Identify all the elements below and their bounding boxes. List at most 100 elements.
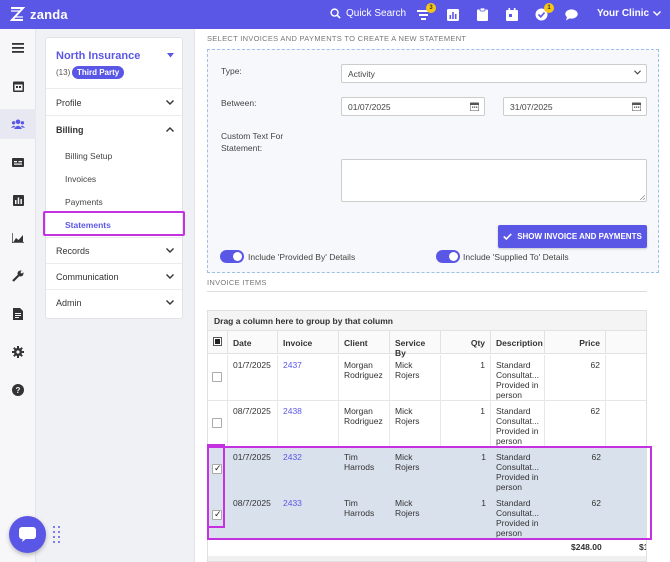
wrench-icon (12, 270, 24, 282)
calendar-icon[interactable] (632, 102, 641, 111)
cell-description: Standard Consultat... Provided in person (496, 498, 539, 538)
chevron-down-icon[interactable] (166, 274, 174, 279)
row-checkbox-checked[interactable] (212, 509, 222, 520)
column-description[interactable]: Description (491, 331, 545, 354)
calendar-icon (505, 8, 518, 21)
table-row-selected[interactable]: 08/7/2025 2433 Tim Harrods Mick Rojers 1… (208, 493, 646, 539)
menu-item-records[interactable]: Records (56, 246, 90, 256)
quick-search[interactable]: Quick Search (330, 8, 406, 19)
cell-description: Standard Consultat... Provided in person (496, 452, 539, 492)
column-qty[interactable]: Qty (441, 331, 491, 354)
chat-launcher-button[interactable] (9, 516, 46, 553)
cell-description: Standard Consultat... Provided in person (491, 401, 545, 447)
cell-date: 08/7/2025 (228, 401, 278, 447)
row-checkbox[interactable] (212, 418, 222, 428)
provided-by-label: Include 'Provided By' Details (248, 252, 356, 262)
supplied-to-toggle[interactable] (436, 250, 460, 263)
cell-invoice-link[interactable]: 2437 (278, 355, 339, 401)
insurer-type-badge: Third Party (72, 66, 125, 79)
cell-invoice-link[interactable]: 2432 (283, 452, 302, 462)
rail-calendar[interactable] (0, 71, 36, 101)
waitlist-badge: 3 (426, 3, 436, 13)
clipboard-icon (477, 8, 488, 21)
row-checkbox-checked[interactable] (212, 463, 222, 474)
calendar-button[interactable] (504, 7, 519, 22)
rail-analytics[interactable] (0, 223, 36, 253)
custom-text-label: Custom Text For Statement: (221, 131, 284, 153)
id-card-icon (12, 157, 24, 167)
column-invoice[interactable]: Invoice (278, 331, 339, 354)
price-total: $248.00 (571, 542, 602, 552)
provided-by-toggle[interactable] (220, 250, 244, 263)
cell-service-by: Mick Rojers (395, 498, 420, 518)
show-button-label: SHOW INVOICE AND PAYMENTS (517, 232, 642, 241)
cell-price: 62 (545, 355, 606, 401)
custom-text-input[interactable] (341, 159, 647, 202)
menu-item-communication[interactable]: Communication (56, 272, 119, 282)
table-row-selected[interactable]: 01/7/2025 2432 Tim Harrods Mick Rojers 1… (208, 447, 646, 493)
reports-button[interactable] (445, 7, 460, 22)
menu-item-admin[interactable]: Admin (56, 298, 82, 308)
caret-down-icon[interactable] (167, 53, 174, 58)
submenu-invoices[interactable]: Invoices (65, 174, 97, 184)
group-by-panel[interactable]: Drag a column here to group by that colu… (208, 311, 646, 331)
drag-handle[interactable] (53, 526, 61, 546)
calendar-icon (12, 81, 24, 92)
chart-icon (446, 8, 459, 21)
column-service-by[interactable]: Service By (390, 331, 441, 358)
show-invoice-payments-button[interactable]: SHOW INVOICE AND PAYMENTS (498, 225, 647, 248)
column-price[interactable]: Price (545, 331, 606, 354)
rail-cards[interactable] (0, 147, 36, 177)
rail-reports[interactable] (0, 185, 36, 215)
rail-documents[interactable] (0, 299, 36, 329)
cell-price: 62 (591, 452, 601, 462)
select-all-checkbox[interactable] (213, 337, 222, 346)
rail-tools[interactable] (0, 261, 36, 291)
chevron-up-icon[interactable] (166, 127, 174, 132)
column-date[interactable]: Date (228, 331, 278, 354)
bar-chart-icon (12, 194, 24, 206)
date-to-input[interactable]: 31/07/2025 (503, 97, 647, 116)
table-row[interactable]: 08/7/2025 2438 Morgan Rodriguez Mick Roj… (208, 401, 646, 447)
cell-service-by: Mick Rojers (390, 355, 441, 401)
cell-invoice-link[interactable]: 2433 (283, 498, 302, 508)
clipboard-button[interactable] (475, 7, 490, 22)
submenu-statements[interactable]: Statements (65, 220, 111, 230)
cell-qty: 1 (441, 401, 491, 447)
chevron-down-icon[interactable] (166, 100, 174, 105)
zanda-logo[interactable]: zanda (8, 5, 68, 23)
column-client[interactable]: Client (339, 331, 390, 354)
check-icon (503, 233, 512, 240)
waitlist-button[interactable]: 3 (416, 3, 436, 22)
top-bar: zanda Quick Search 3 1 (0, 0, 670, 29)
rail-menu[interactable] (0, 33, 36, 63)
tasks-button[interactable]: 1 (534, 3, 554, 22)
type-select[interactable]: Activity (341, 64, 647, 83)
date-from-input[interactable]: 01/07/2025 (341, 97, 485, 116)
invoice-items-title: INVOICE ITEMS (207, 278, 267, 287)
calendar-icon[interactable] (470, 102, 479, 111)
next-column-total: $1 (639, 542, 646, 552)
clinic-selector[interactable]: Your Clinic (597, 8, 662, 19)
submenu-billing-setup[interactable]: Billing Setup (65, 151, 113, 161)
insurer-name[interactable]: North Insurance (56, 50, 141, 62)
messages-button[interactable] (564, 7, 579, 22)
resize-handle-icon[interactable] (639, 194, 645, 200)
cell-client: Tim Harrods (344, 498, 375, 518)
horizontal-scrollbar[interactable] (208, 556, 646, 561)
rail-settings[interactable] (0, 337, 36, 367)
date-to-value: 31/07/2025 (510, 102, 553, 112)
invoice-items-grid: Drag a column here to group by that colu… (207, 310, 647, 562)
chevron-down-icon[interactable] (166, 300, 174, 305)
table-row[interactable]: 01/7/2025 2437 Morgan Rodriguez Mick Roj… (208, 355, 646, 401)
menu-item-billing[interactable]: Billing (56, 125, 84, 135)
submenu-payments[interactable]: Payments (65, 197, 103, 207)
menu-item-profile[interactable]: Profile (56, 98, 82, 108)
cell-invoice-link[interactable]: 2438 (278, 401, 339, 447)
hamburger-icon (12, 43, 24, 53)
chevron-down-icon[interactable] (166, 248, 174, 253)
chat-icon (19, 527, 36, 542)
rail-contacts[interactable] (0, 109, 36, 139)
row-checkbox[interactable] (212, 372, 222, 382)
rail-help[interactable]: ? (0, 375, 36, 405)
